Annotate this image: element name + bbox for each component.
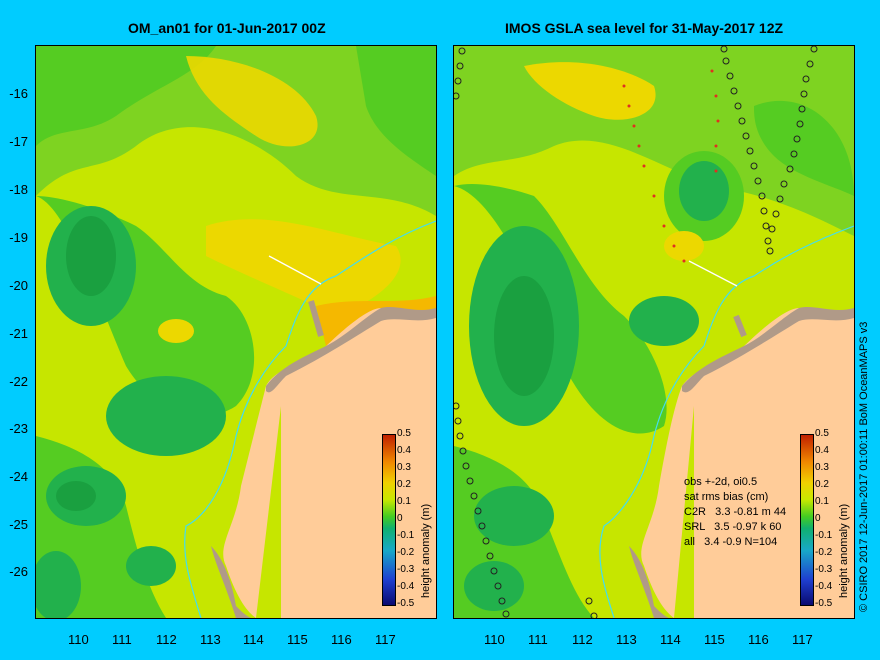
colorbar-tick: -0.3 <box>815 564 833 575</box>
colorbar-tick: 0.4 <box>815 445 829 456</box>
y-tick: -17 <box>9 134 28 149</box>
left-colorbar-label: height anomaly (m) <box>420 503 432 598</box>
y-tick: -16 <box>9 86 28 101</box>
stats-line: obs +-2d, oi0.5 <box>684 476 758 488</box>
colorbar-tick: -0.4 <box>397 581 415 592</box>
left-map <box>35 45 437 619</box>
x-tick: 114 <box>660 632 681 647</box>
x-tick: 113 <box>616 632 637 647</box>
colorbar-tick: -0.5 <box>815 598 833 609</box>
x-tick: 110 <box>484 632 505 647</box>
x-tick: 110 <box>68 632 89 647</box>
x-tick: 117 <box>792 632 813 647</box>
x-tick: 111 <box>112 632 132 647</box>
x-tick: 115 <box>287 632 308 647</box>
colorbar-tick: -0.2 <box>397 547 415 558</box>
x-tick: 116 <box>748 632 769 647</box>
y-tick: -22 <box>9 374 28 389</box>
colorbar-tick: 0.4 <box>397 445 411 456</box>
x-tick: 112 <box>572 632 593 647</box>
colorbar-tick: -0.2 <box>815 547 833 558</box>
stats-line: all 3.4 -0.9 N=104 <box>684 536 778 548</box>
stats-line: C2R 3.3 -0.81 m 44 <box>684 506 787 518</box>
right-colorbar <box>800 434 814 606</box>
left-colorbar <box>382 434 396 606</box>
x-tick: 117 <box>375 632 396 647</box>
credit-text: © CSIRO 2017 12-Jun-2017 01:00:11 BoM Oc… <box>858 321 870 612</box>
colorbar-tick: -0.3 <box>397 564 415 575</box>
colorbar-tick: -0.1 <box>815 530 833 541</box>
stats-line: SRL 3.5 -0.97 k 60 <box>684 521 782 533</box>
y-tick: -24 <box>9 469 28 484</box>
colorbar-tick: 0.3 <box>815 462 829 473</box>
colorbar-tick: -0.1 <box>397 530 415 541</box>
x-tick: 112 <box>156 632 177 647</box>
colorbar-tick: 0.3 <box>397 462 411 473</box>
colorbar-tick: 0 <box>397 513 403 524</box>
x-tick: 115 <box>704 632 725 647</box>
obs-stats: obs +-2d, oi0.5 sat rms bias (cm) C2R 3.… <box>684 475 786 550</box>
x-tick: 113 <box>200 632 221 647</box>
colorbar-tick: 0.1 <box>815 496 829 507</box>
y-tick: -21 <box>9 326 28 341</box>
colorbar-tick: 0.5 <box>815 428 829 439</box>
colorbar-tick: 0.2 <box>815 479 829 490</box>
y-tick: -19 <box>9 230 28 245</box>
colorbar-tick: 0.5 <box>397 428 411 439</box>
left-panel-title: OM_an01 for 01-Jun-2017 00Z <box>128 20 326 36</box>
x-tick: 111 <box>528 632 548 647</box>
stats-line: sat rms bias (cm) <box>684 491 769 503</box>
right-map <box>453 45 855 619</box>
colorbar-tick: 0 <box>815 513 821 524</box>
right-colorbar-label: height anomaly (m) <box>838 503 850 598</box>
right-map-field <box>454 46 854 618</box>
colorbar-tick: -0.5 <box>397 598 415 609</box>
y-tick: -23 <box>9 421 28 436</box>
y-tick: -18 <box>9 182 28 197</box>
colorbar-tick: -0.4 <box>815 581 833 592</box>
colorbar-tick: 0.2 <box>397 479 411 490</box>
colorbar-tick: 0.1 <box>397 496 411 507</box>
left-map-field <box>36 46 436 618</box>
right-panel-title: IMOS GSLA sea level for 31-May-2017 12Z <box>505 20 784 36</box>
x-tick: 114 <box>243 632 264 647</box>
y-tick: -25 <box>9 517 28 532</box>
y-tick: -20 <box>9 278 28 293</box>
y-tick: -26 <box>9 564 28 579</box>
x-tick: 116 <box>331 632 352 647</box>
